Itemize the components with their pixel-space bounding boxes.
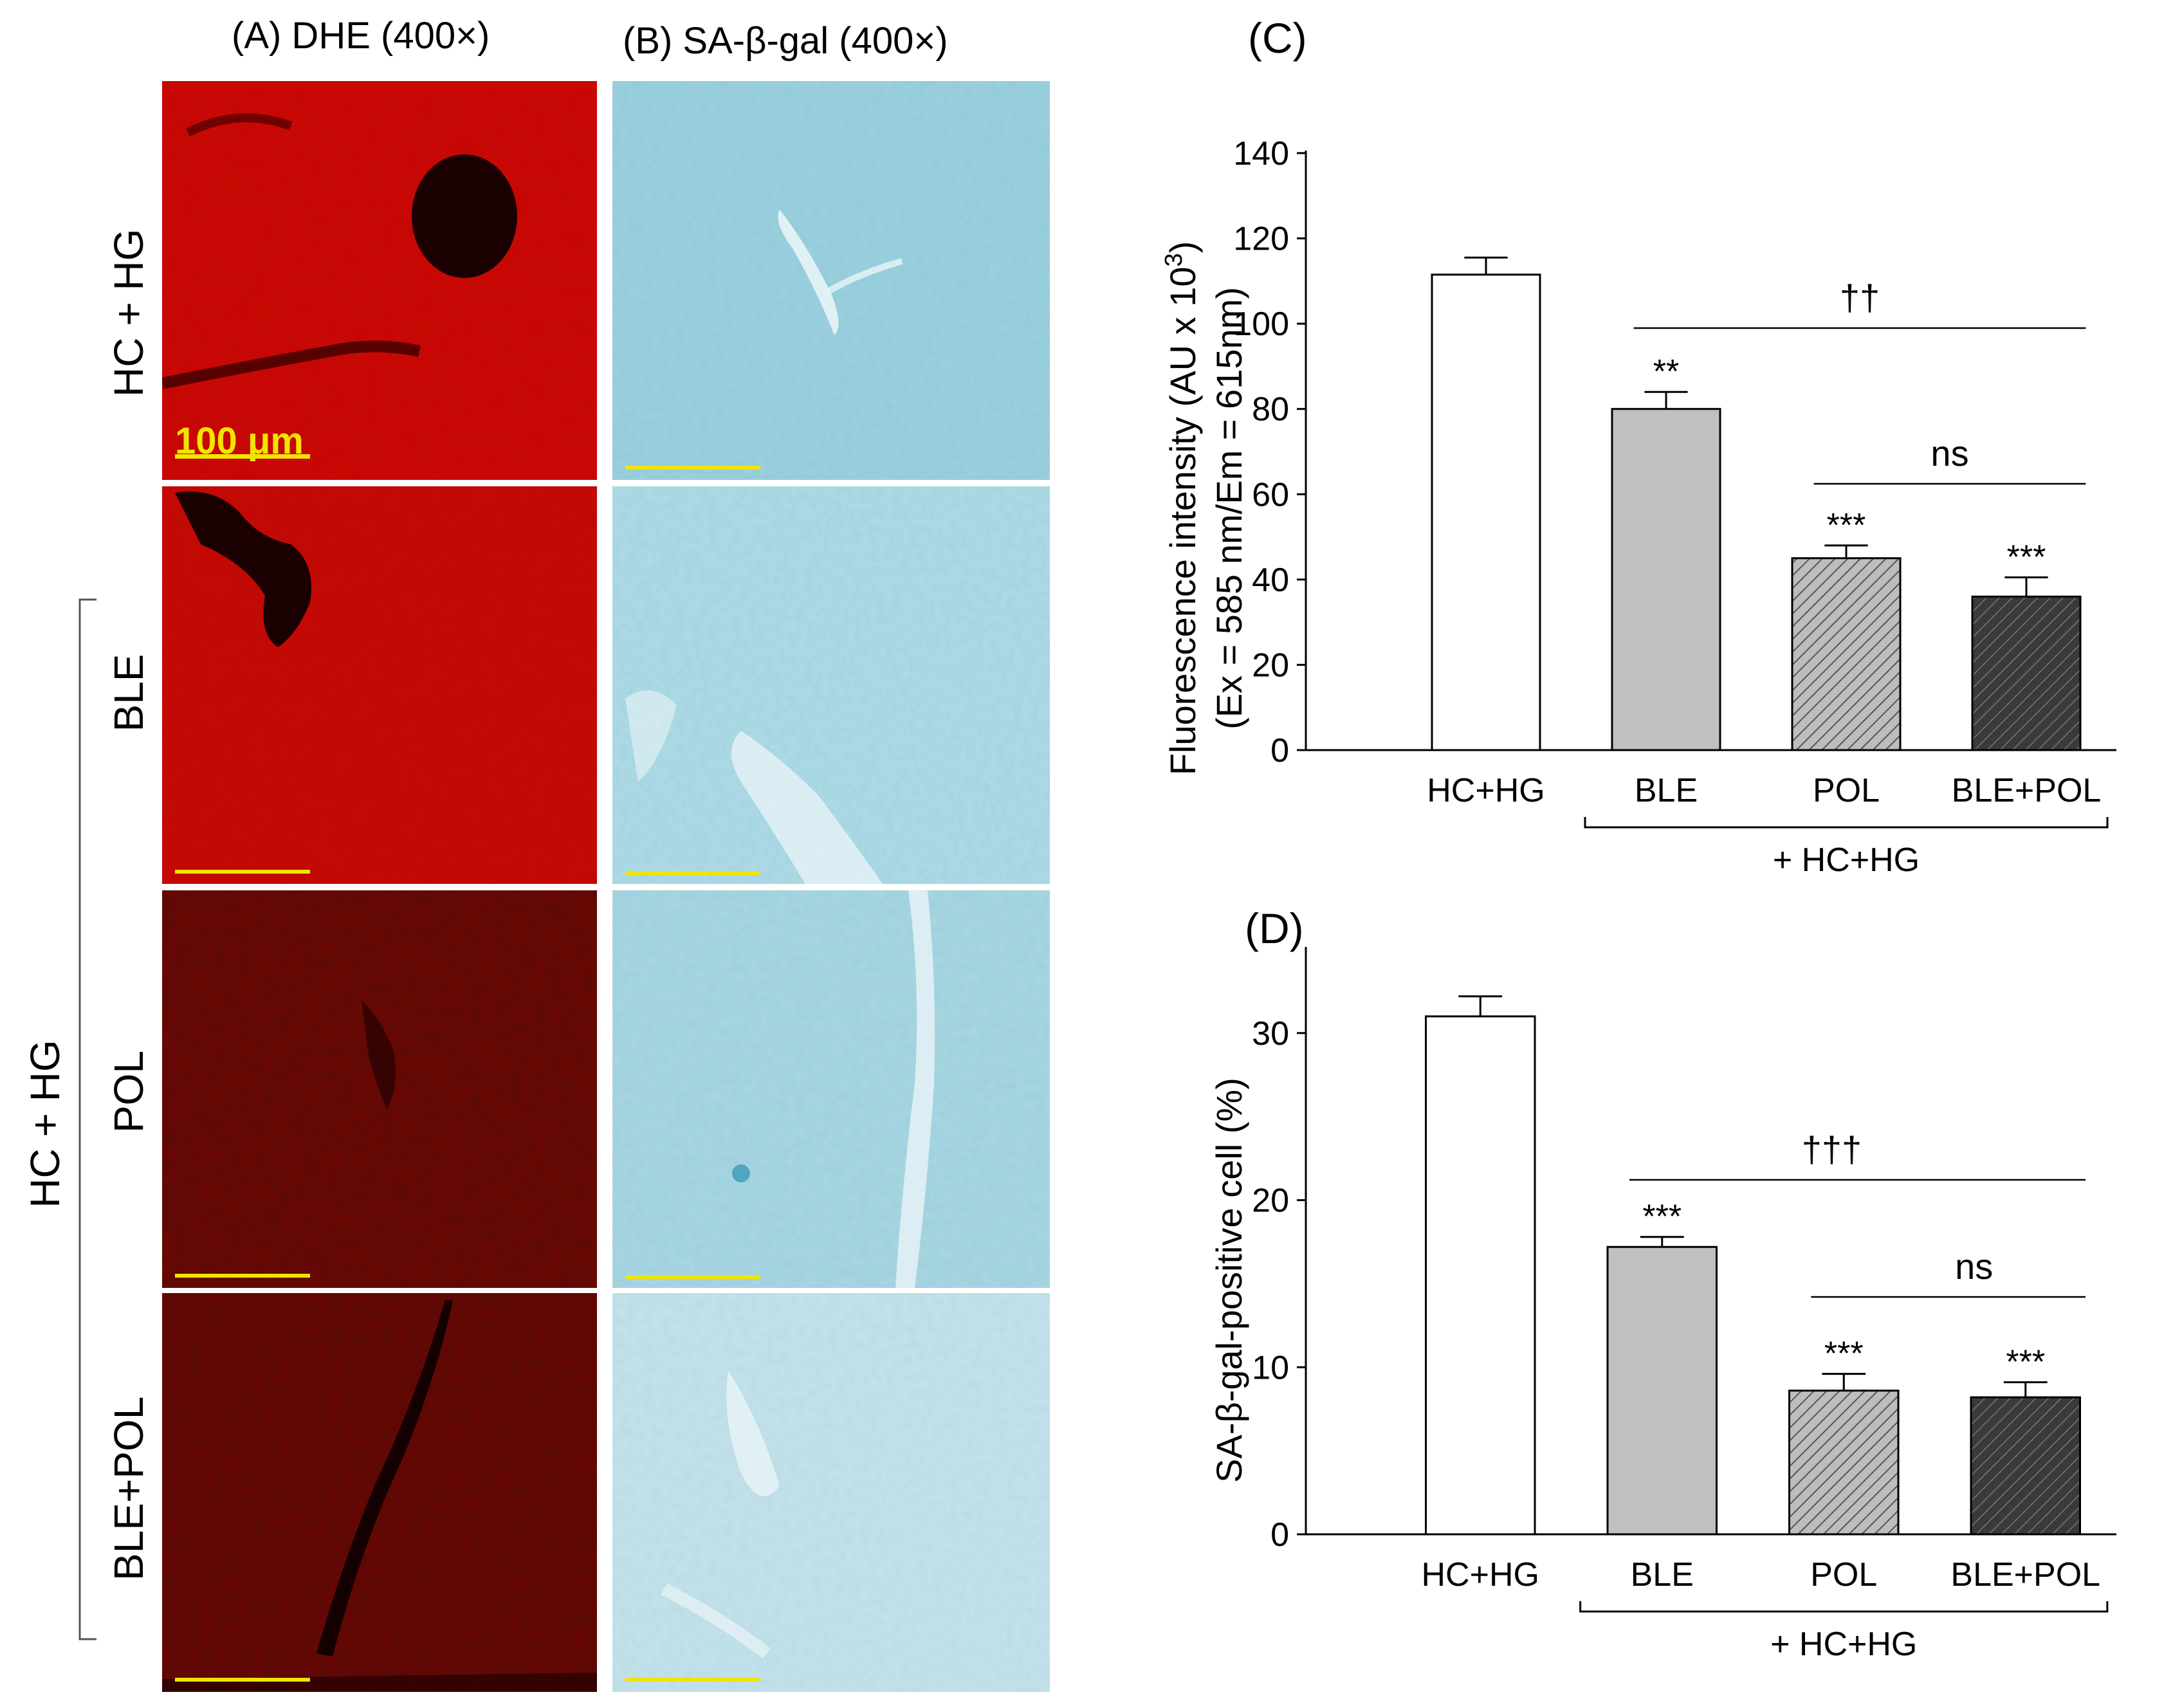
chart-d-group-bracket xyxy=(1579,1601,2109,1613)
chart-d-significance-label: *** xyxy=(2006,1344,2045,1381)
chart-d-ytick-label: 20 xyxy=(1252,1182,1289,1220)
chart-c-ytick-label: 20 xyxy=(1252,647,1289,684)
chart-c-group-label: + HC+HG xyxy=(1773,841,1920,879)
sabgal-image-hc-hg xyxy=(612,81,1050,480)
chart-d-significance-label: *** xyxy=(1642,1198,1682,1236)
chart-c-significance-label: ** xyxy=(1653,353,1679,390)
chart-c-category-label: BLE xyxy=(1635,772,1698,809)
chart-c-ylabel-line2: (Ex = 585 nm/Em = 615nm) xyxy=(1209,287,1249,730)
chart-d-category-label: POL xyxy=(1810,1556,1877,1593)
chart-c-group-bracket xyxy=(1584,817,2109,829)
panel-a-title: (A) DHE (400×) xyxy=(232,15,490,57)
dhe-image-pol xyxy=(162,890,597,1288)
chart-d-bar xyxy=(1425,1015,1536,1536)
chart-d-sabgal: (D) SA-β-gal-positive cell (%) 0 10 20 30 H… xyxy=(1209,905,2116,1663)
chart-c-ytick-label: 60 xyxy=(1252,476,1289,513)
chart-d-category-label: BLE+POL xyxy=(1950,1556,2100,1593)
chart-d-panel-label: (D) xyxy=(1245,905,1304,952)
chart-d-ytick-label: 10 xyxy=(1252,1349,1289,1386)
chart-c-ylabel-line1-end: ) xyxy=(1162,241,1203,253)
chart-c-ylabel-line1: Fluorescence intensity (AU x 103) xyxy=(1160,241,1203,775)
chart-d-significance-label: *** xyxy=(1824,1336,1864,1373)
chart-d-comparison-label: ns xyxy=(1955,1246,1993,1287)
chart-c-ylabel-line1-text: Fluorescence intensity (AU x 10 xyxy=(1162,267,1203,776)
chart-c-ytick-label: 0 xyxy=(1270,732,1289,769)
chart-c-bar xyxy=(1431,273,1541,751)
chart-c-comparison-label: ns xyxy=(1930,433,1968,473)
chart-c-ytick-label: 40 xyxy=(1252,562,1289,599)
chart-d-ytick-label: 0 xyxy=(1270,1516,1289,1554)
chart-c-bar xyxy=(1971,595,2082,751)
chart-c-ytick-label: 100 xyxy=(1233,306,1289,343)
sabgal-image-ble-pol xyxy=(612,1293,1050,1692)
chart-c-comparison-label: †† xyxy=(1840,277,1880,318)
chart-c-marks: HC+HG ** BLE *** POL *** BLE+POL + HC+HG †† ns xyxy=(1427,256,2109,879)
chart-d-bar xyxy=(1970,1396,2081,1536)
dhe-image-ble xyxy=(162,486,597,884)
row-label-hc-hg: HC + HG xyxy=(105,228,152,397)
dhe-image-hc-hg xyxy=(162,81,597,480)
scale-bar-label: 100 μm xyxy=(175,420,304,462)
panel-b-title: (B) SA-β-gal (400×) xyxy=(623,20,948,62)
chart-d-marks: HC+HG *** BLE *** POL *** BLE+POL + HC+HG ††† ns xyxy=(1422,995,2109,1663)
chart-c-category-label: POL xyxy=(1813,772,1880,809)
chart-d-group-label: + HC+HG xyxy=(1770,1626,1917,1663)
chart-d-bar xyxy=(1788,1390,1900,1536)
sabgal-image-ble xyxy=(612,486,1050,884)
dhe-image-ble-pol xyxy=(162,1293,597,1692)
chart-d-category-label: BLE xyxy=(1631,1556,1694,1593)
row-label-ble: BLE xyxy=(105,654,152,732)
chart-d-ytick-label: 30 xyxy=(1252,1015,1289,1052)
chart-c-ylabel-sup: 3 xyxy=(1160,253,1187,266)
chart-d-bar xyxy=(1606,1245,1718,1536)
chart-d-ylabel: SA-β-gal-positive cell (%) xyxy=(1209,1078,1249,1483)
chart-c-ytick-label: 140 xyxy=(1233,135,1289,172)
group-bracket xyxy=(78,598,96,1640)
chart-c-significance-label: *** xyxy=(1827,507,1866,544)
group-label-hc-hg: HC + HG xyxy=(22,1040,68,1208)
chart-c-bar xyxy=(1611,408,1721,751)
chart-c-ytick-label: 80 xyxy=(1252,391,1289,428)
row-label-ble-pol: BLE+POL xyxy=(105,1396,152,1581)
chart-c-significance-label: *** xyxy=(2007,539,2046,576)
chart-c-panel-label: (C) xyxy=(1248,14,1307,62)
row-label-pol: POL xyxy=(105,1050,152,1134)
chart-c-fluorescence: (C) Fluorescence intensity (AU x 103) (E… xyxy=(1160,14,2116,879)
chart-c-bar xyxy=(1791,557,1902,751)
chart-c-category-label: BLE+POL xyxy=(1952,772,2102,809)
chart-c-ytick-label: 120 xyxy=(1233,221,1289,258)
chart-d-category-label: HC+HG xyxy=(1422,1556,1539,1593)
chart-d-comparison-label: ††† xyxy=(1802,1129,1862,1170)
sabgal-image-pol xyxy=(612,890,1050,1288)
chart-c-category-label: HC+HG xyxy=(1427,772,1545,809)
